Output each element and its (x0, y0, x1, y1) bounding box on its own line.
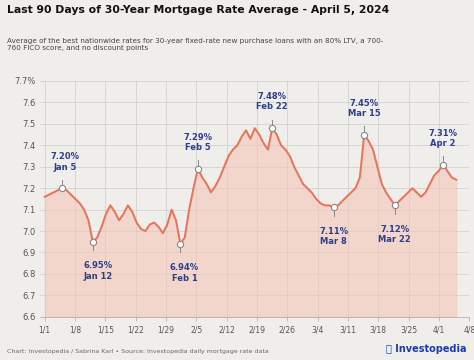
Text: 6.94%
Feb 1: 6.94% Feb 1 (170, 264, 199, 283)
Text: Last 90 Days of 30-Year Mortgage Rate Average - April 5, 2024: Last 90 Days of 30-Year Mortgage Rate Av… (7, 5, 389, 15)
Text: 6.95%
Jan 12: 6.95% Jan 12 (84, 261, 113, 280)
Text: 7.20%
Jan 5: 7.20% Jan 5 (50, 152, 80, 171)
Text: 7.45%
Mar 15: 7.45% Mar 15 (348, 99, 381, 118)
Text: 7.12%
Mar 22: 7.12% Mar 22 (378, 225, 411, 244)
Text: 7.48%
Feb 22: 7.48% Feb 22 (256, 92, 288, 112)
Text: Average of the best nationwide rates for 30-year fixed-rate new purchase loans w: Average of the best nationwide rates for… (7, 38, 383, 51)
Text: Ⓢ Investopedia: Ⓢ Investopedia (386, 343, 467, 354)
Text: Chart: Investopedia / Sabrina Karl • Source: Investopedia daily mortgage rate da: Chart: Investopedia / Sabrina Karl • Sou… (7, 348, 269, 354)
Text: 7.31%
Apr 2: 7.31% Apr 2 (428, 129, 457, 148)
Text: 7.29%
Feb 5: 7.29% Feb 5 (183, 133, 212, 152)
Text: 7.11%
Mar 8: 7.11% Mar 8 (319, 227, 348, 246)
